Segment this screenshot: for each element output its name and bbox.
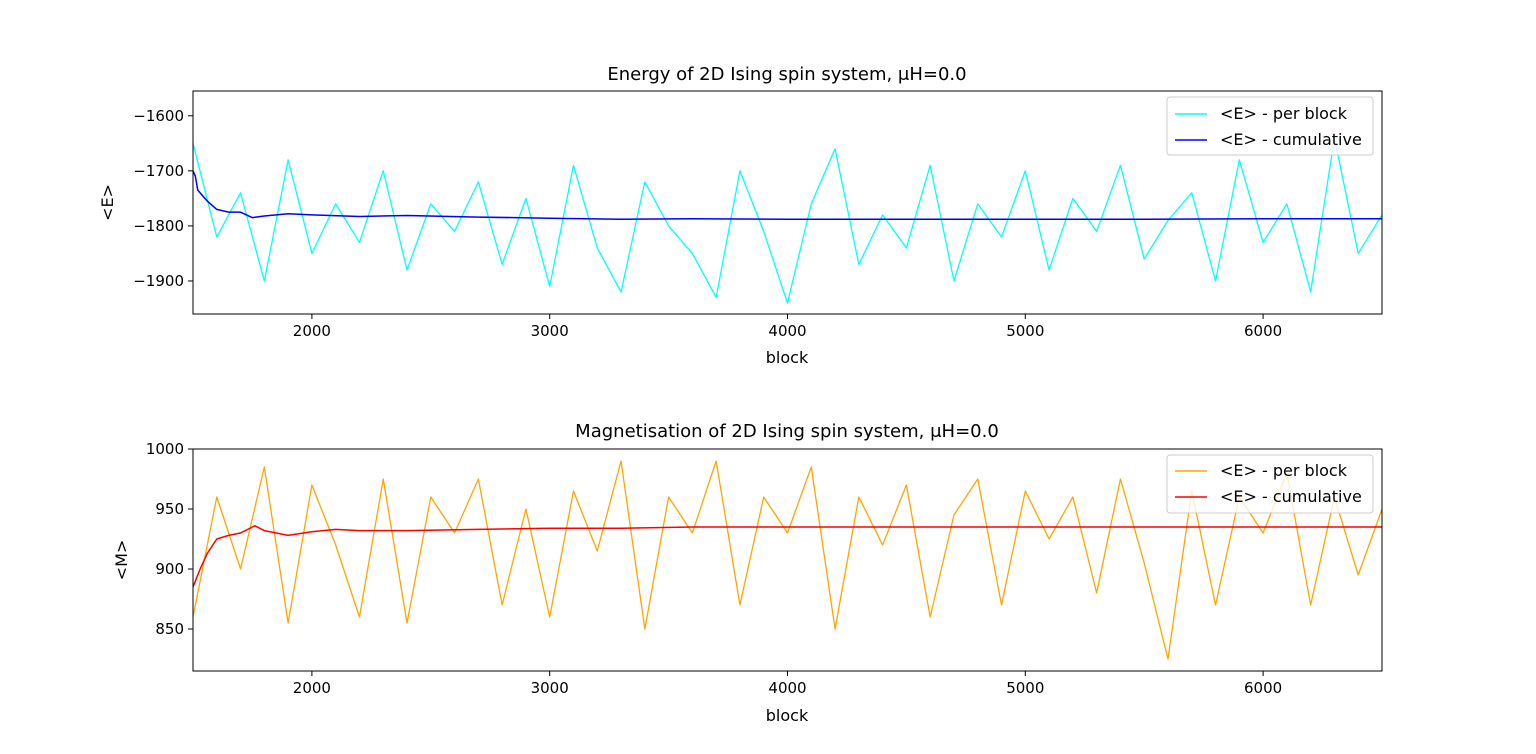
- magnetisation-legend: <E> - per block <E> - cumulative: [1166, 454, 1374, 514]
- magnetisation-subplot: Magnetisation of 2D Ising spin system, μ…: [112, 421, 1383, 725]
- energy-ylabel: <E>: [98, 184, 117, 221]
- energy-y-tick-label: −1900: [133, 272, 184, 290]
- energy-x-tick-label: 2000: [293, 322, 331, 340]
- magnetisation-x-tick-label: 6000: [1244, 679, 1282, 697]
- energy-series-per-block-line: [193, 137, 1382, 304]
- magnetisation-legend-label-per-block: <E> - per block: [1220, 461, 1348, 480]
- magnetisation-x-tick-label: 5000: [1006, 679, 1044, 697]
- magnetisation-legend-label-cumulative: <E> - cumulative: [1220, 487, 1362, 506]
- energy-series-layer: [193, 137, 1382, 304]
- magnetisation-x-tick-label: 3000: [531, 679, 569, 697]
- magnetisation-series-layer: [193, 460, 1382, 660]
- energy-subplot: Energy of 2D Ising spin system, μH=0.0 2…: [98, 64, 1383, 367]
- energy-x-tick-label: 6000: [1244, 322, 1282, 340]
- energy-xlabel: block: [766, 348, 809, 367]
- magnetisation-xlabel: block: [766, 706, 809, 725]
- energy-x-tick-label: 3000: [531, 322, 569, 340]
- energy-legend: <E> - per block <E> - cumulative: [1166, 96, 1374, 156]
- magnetisation-y-tick-label: 850: [155, 620, 184, 638]
- magnetisation-y-tick-label: 950: [155, 500, 184, 518]
- energy-ticks: 2000 3000 4000 5000 6000 −1600 −1700 −1800 −1900: [133, 107, 1282, 340]
- energy-series-cumulative-line: [193, 170, 1382, 221]
- magnetisation-x-tick-label: 2000: [293, 679, 331, 697]
- magnetisation-x-tick-label: 4000: [768, 679, 806, 697]
- magnetisation-ylabel: <M>: [112, 540, 131, 581]
- energy-legend-label-per-block: <E> - per block: [1220, 104, 1348, 123]
- magnetisation-y-tick-label: 1000: [146, 440, 184, 458]
- magnetisation-title: Magnetisation of 2D Ising spin system, μ…: [575, 421, 999, 442]
- energy-y-tick-label: −1700: [133, 162, 184, 180]
- magnetisation-y-tick-label: 900: [155, 560, 184, 578]
- energy-legend-box: [1166, 96, 1374, 156]
- magnetisation-series-per-block-line: [193, 460, 1382, 660]
- energy-y-tick-label: −1600: [133, 107, 184, 125]
- energy-x-tick-label: 4000: [768, 322, 806, 340]
- energy-y-tick-label: −1800: [133, 217, 184, 235]
- magnetisation-series-cumulative-line: [193, 525, 1382, 588]
- magnetisation-legend-box: [1166, 454, 1374, 514]
- energy-x-tick-label: 5000: [1006, 322, 1044, 340]
- energy-legend-label-cumulative: <E> - cumulative: [1220, 130, 1362, 149]
- energy-title: Energy of 2D Ising spin system, μH=0.0: [607, 64, 966, 85]
- magnetisation-ticks: 2000 3000 4000 5000 6000 1000 950 900 850: [146, 440, 1282, 697]
